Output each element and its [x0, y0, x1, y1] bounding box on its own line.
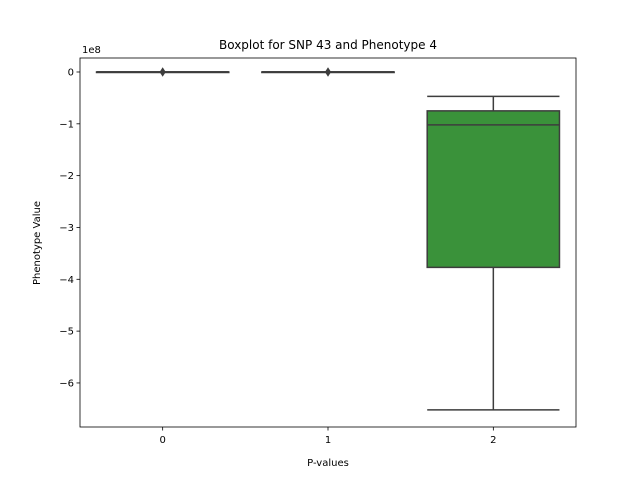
- y-tick-label: −1: [59, 119, 74, 130]
- box-body: [426, 110, 561, 269]
- x-tick-label: 2: [490, 435, 496, 446]
- y-tick-label: −4: [59, 275, 74, 286]
- box-2: [426, 95, 561, 411]
- chart-title: Boxplot for SNP 43 and Phenotype 4: [219, 38, 437, 52]
- y-axis-label: Phenotype Value: [32, 201, 43, 285]
- x-tick-label: 0: [159, 435, 165, 446]
- outlier-point: [159, 67, 166, 77]
- y-tick-label: −2: [59, 171, 74, 182]
- y-tick-label: 0: [68, 67, 74, 78]
- y-axis: 0 −1 −2 −3 −4 −5 −6: [59, 67, 80, 389]
- y-offset-label: 1e8: [82, 45, 101, 56]
- x-tick-label: 1: [325, 435, 331, 446]
- y-tick-label: −3: [59, 223, 74, 234]
- y-tick-label: −5: [59, 327, 74, 338]
- x-axis: 0 1 2: [159, 427, 497, 446]
- x-axis-label: P-values: [307, 458, 349, 469]
- plot-area: [79, 57, 577, 428]
- y-tick-label: −6: [59, 378, 74, 389]
- outlier-point: [324, 67, 332, 77]
- box-1: [261, 67, 395, 77]
- box-0: [95, 67, 230, 77]
